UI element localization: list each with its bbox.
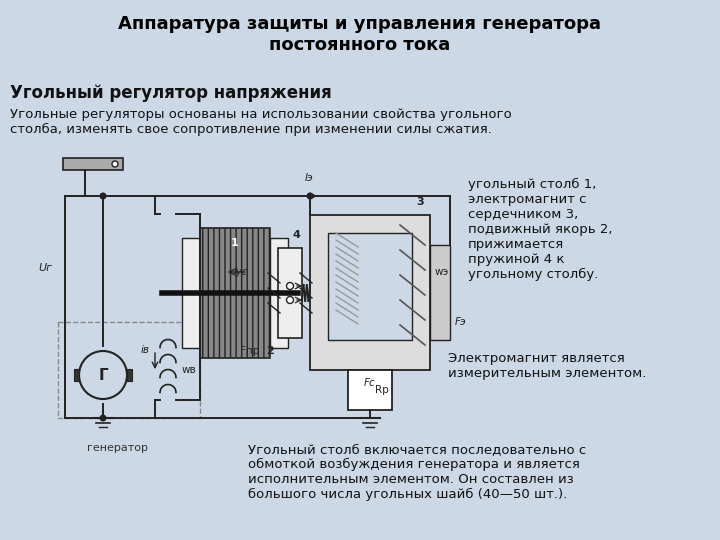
Text: Г: Г (98, 368, 108, 382)
Circle shape (99, 415, 107, 422)
Bar (63, 158, 123, 170)
Bar (278, 248, 302, 338)
Text: Аппаратура защиты и управления генератора
постоянного тока: Аппаратура защиты и управления генератор… (119, 15, 601, 54)
Text: Iэ: Iэ (305, 173, 314, 183)
Circle shape (99, 192, 107, 199)
Text: 4: 4 (292, 230, 300, 240)
Text: Угольный столб включается последовательно с
обмоткой возбуждения генератора и яв: Угольный столб включается последовательн… (248, 443, 586, 501)
Text: Fc: Fc (364, 378, 376, 388)
Bar (74, 369, 79, 381)
Text: генератор: генератор (88, 443, 148, 453)
Bar (127, 369, 132, 381)
Text: Угольный регулятор напряжения: Угольный регулятор напряжения (10, 84, 332, 102)
Bar (182, 238, 200, 348)
Text: iв: iв (141, 345, 150, 355)
Circle shape (287, 282, 294, 289)
Text: Угольные регуляторы основаны на использовании свойства угольного
столба, изменят: Угольные регуляторы основаны на использо… (10, 108, 512, 136)
Circle shape (287, 296, 294, 303)
Bar (310, 215, 430, 370)
Text: Iус: Iус (234, 267, 248, 277)
Text: wэ: wэ (435, 267, 449, 277)
Text: Rр: Rр (375, 385, 389, 395)
Bar (348, 370, 392, 410)
Text: Fпр: Fпр (240, 346, 259, 356)
Text: wв: wв (182, 365, 197, 375)
Text: 3: 3 (416, 197, 424, 207)
Text: 2: 2 (266, 346, 274, 356)
Bar (328, 233, 412, 340)
Circle shape (112, 161, 118, 167)
Bar (200, 228, 270, 358)
Text: Uг: Uг (38, 263, 52, 273)
Text: угольный столб 1,
электромагнит с
сердечником 3,
подвижный якорь 2,
прижимается
: угольный столб 1, электромагнит с сердеч… (468, 178, 613, 281)
Bar (58, 322, 200, 418)
Circle shape (307, 192, 313, 199)
Bar (270, 238, 288, 348)
Text: Fэ: Fэ (455, 317, 467, 327)
Text: 1: 1 (231, 238, 239, 248)
Bar (430, 245, 450, 340)
Text: Электромагнит является
измерительным элементом.: Электромагнит является измерительным эле… (448, 352, 647, 380)
